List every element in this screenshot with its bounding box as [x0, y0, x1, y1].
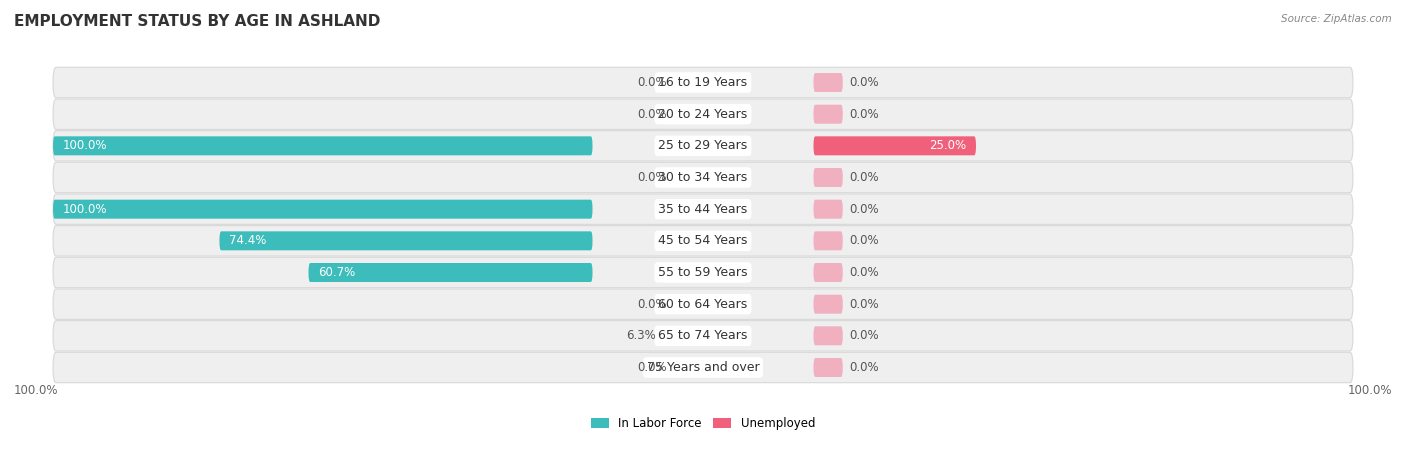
Text: 30 to 34 Years: 30 to 34 Years	[658, 171, 748, 184]
Text: 65 to 74 Years: 65 to 74 Years	[658, 329, 748, 342]
Text: 0.0%: 0.0%	[638, 297, 668, 310]
FancyBboxPatch shape	[308, 263, 592, 282]
Text: EMPLOYMENT STATUS BY AGE IN ASHLAND: EMPLOYMENT STATUS BY AGE IN ASHLAND	[14, 14, 381, 28]
Text: 0.0%: 0.0%	[849, 297, 879, 310]
Legend: In Labor Force, Unemployed: In Labor Force, Unemployed	[586, 412, 820, 435]
FancyBboxPatch shape	[53, 200, 592, 219]
Text: 20 to 24 Years: 20 to 24 Years	[658, 108, 748, 121]
FancyBboxPatch shape	[814, 358, 842, 377]
FancyBboxPatch shape	[814, 263, 842, 282]
FancyBboxPatch shape	[53, 352, 1353, 382]
FancyBboxPatch shape	[219, 231, 592, 250]
FancyBboxPatch shape	[53, 130, 1353, 161]
Text: 0.0%: 0.0%	[638, 76, 668, 89]
Text: 60.7%: 60.7%	[318, 266, 356, 279]
Text: 0.0%: 0.0%	[849, 76, 879, 89]
Text: 0.0%: 0.0%	[849, 202, 879, 216]
Text: 0.0%: 0.0%	[638, 361, 668, 374]
Text: 100.0%: 100.0%	[14, 384, 59, 397]
FancyBboxPatch shape	[53, 289, 1353, 320]
Text: 0.0%: 0.0%	[849, 266, 879, 279]
Text: 0.0%: 0.0%	[638, 108, 668, 121]
FancyBboxPatch shape	[814, 200, 842, 219]
Text: 60 to 64 Years: 60 to 64 Years	[658, 297, 748, 310]
Text: 25.0%: 25.0%	[929, 140, 966, 153]
Text: 0.0%: 0.0%	[849, 171, 879, 184]
Text: 74.4%: 74.4%	[229, 234, 267, 248]
Text: Source: ZipAtlas.com: Source: ZipAtlas.com	[1281, 14, 1392, 23]
Text: 0.0%: 0.0%	[638, 171, 668, 184]
FancyBboxPatch shape	[814, 136, 976, 155]
FancyBboxPatch shape	[814, 326, 842, 345]
FancyBboxPatch shape	[53, 162, 1353, 193]
FancyBboxPatch shape	[814, 231, 842, 250]
Text: 0.0%: 0.0%	[849, 108, 879, 121]
FancyBboxPatch shape	[814, 168, 842, 187]
Text: 16 to 19 Years: 16 to 19 Years	[658, 76, 748, 89]
Text: 55 to 59 Years: 55 to 59 Years	[658, 266, 748, 279]
Text: 75 Years and over: 75 Years and over	[647, 361, 759, 374]
FancyBboxPatch shape	[53, 99, 1353, 129]
Text: 100.0%: 100.0%	[1347, 384, 1392, 397]
Text: 0.0%: 0.0%	[849, 329, 879, 342]
Text: 35 to 44 Years: 35 to 44 Years	[658, 202, 748, 216]
Text: 0.0%: 0.0%	[849, 361, 879, 374]
Text: 100.0%: 100.0%	[63, 202, 107, 216]
FancyBboxPatch shape	[814, 105, 842, 124]
FancyBboxPatch shape	[53, 68, 1353, 98]
FancyBboxPatch shape	[814, 295, 842, 314]
Text: 25 to 29 Years: 25 to 29 Years	[658, 140, 748, 153]
FancyBboxPatch shape	[814, 73, 842, 92]
Text: 100.0%: 100.0%	[63, 140, 107, 153]
FancyBboxPatch shape	[53, 136, 592, 155]
Text: 45 to 54 Years: 45 to 54 Years	[658, 234, 748, 248]
FancyBboxPatch shape	[53, 257, 1353, 288]
FancyBboxPatch shape	[53, 225, 1353, 256]
FancyBboxPatch shape	[53, 194, 1353, 225]
FancyBboxPatch shape	[53, 321, 1353, 351]
Text: 0.0%: 0.0%	[849, 234, 879, 248]
Text: 6.3%: 6.3%	[626, 329, 655, 342]
